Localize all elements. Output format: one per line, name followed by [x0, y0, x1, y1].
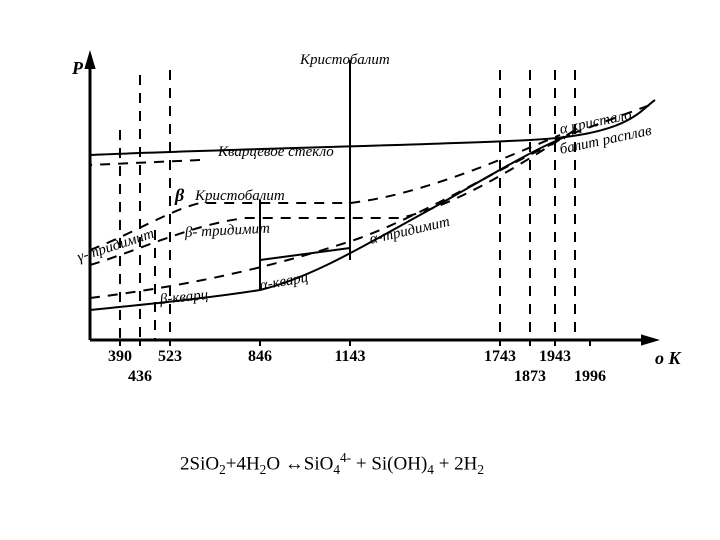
x-tick-label: 436: [128, 368, 152, 386]
region-label: Кварцевое стекло: [218, 144, 334, 161]
quartz-glass-ext: [90, 160, 200, 165]
x-tick-label: 1873: [514, 368, 546, 386]
region-label: Кристобалит: [195, 188, 285, 205]
region-label: β: [175, 185, 184, 206]
x-tick-label: 390: [108, 348, 132, 366]
x-tick-label: 1943: [539, 348, 571, 366]
y-axis-arrow: [84, 50, 95, 69]
x-tick-label: 846: [248, 348, 272, 366]
x-tick-label: 1743: [484, 348, 516, 366]
x-tick-label: 1996: [574, 368, 606, 386]
y-axis-label: P: [72, 58, 83, 79]
region-label: Кристобалит: [300, 52, 390, 69]
x-tick-label: 523: [158, 348, 182, 366]
chemical-equation: 2SiO2+4H2O ↔SiO44- + Si(OH)4 + 2H2: [180, 450, 484, 478]
diagram-canvas: Po K 390 436 523 846 1143 1743 1873 19431996 Крис…: [0, 0, 720, 540]
x-tick-label: 1143: [334, 348, 365, 366]
x-axis-arrow: [641, 334, 660, 345]
x-axis-label: o K: [655, 348, 681, 369]
